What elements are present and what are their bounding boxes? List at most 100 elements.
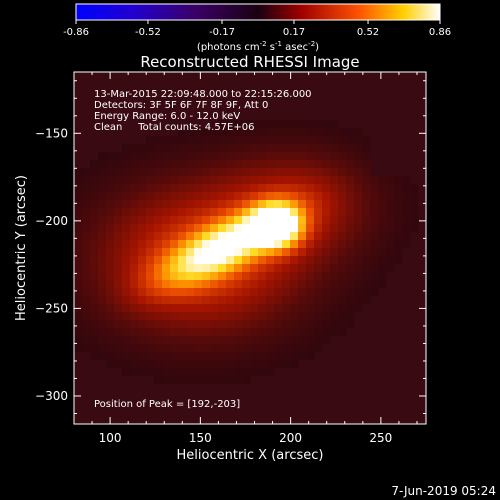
heatmap-cell: [146, 296, 155, 305]
heatmap-cell: [98, 336, 107, 345]
heatmap-cell: [154, 288, 163, 297]
heatmap-cell: [282, 160, 291, 169]
heatmap-cell: [298, 240, 307, 249]
heatmap-cell: [210, 280, 219, 289]
heatmap-cell: [218, 136, 227, 145]
heatmap-cell: [122, 320, 131, 329]
heatmap-cell: [146, 352, 155, 361]
heatmap-cell: [274, 344, 283, 353]
heatmap-cell: [106, 160, 115, 169]
heatmap-cell: [98, 288, 107, 297]
heatmap-cell: [106, 328, 115, 337]
heatmap-cell: [362, 168, 371, 177]
heatmap-cell: [322, 136, 331, 145]
heatmap-cell: [330, 176, 339, 185]
heatmap-cell: [346, 168, 355, 177]
heatmap-cell: [274, 176, 283, 185]
heatmap-cell: [306, 168, 315, 177]
heatmap-cell: [378, 248, 387, 257]
heatmap-cell: [290, 168, 299, 177]
heatmap-cell: [218, 376, 227, 385]
heatmap-cell: [250, 272, 259, 281]
heatmap-cell: [98, 152, 107, 161]
heatmap-cell: [226, 208, 235, 217]
heatmap-cell: [210, 256, 219, 265]
heatmap-cell: [298, 264, 307, 273]
heatmap-cell: [186, 232, 195, 241]
heatmap-cell: [370, 256, 379, 265]
heatmap-cell: [378, 208, 387, 217]
heatmap-cell: [130, 368, 139, 377]
heatmap-cell: [242, 200, 251, 209]
heatmap-cell: [106, 216, 115, 225]
heatmap-cell: [266, 192, 275, 201]
heatmap-cell: [122, 152, 131, 161]
heatmap-cell: [242, 240, 251, 249]
heatmap-cell: [194, 344, 203, 353]
heatmap-cell: [314, 304, 323, 313]
colorbar: -0.86 -0.52 -0.17 0.17 0.52 0.86 (photons cm-…: [63, 3, 451, 53]
heatmap-cell: [90, 160, 99, 169]
heatmap-cell: [218, 336, 227, 345]
heatmap-cell: [266, 152, 275, 161]
heatmap-cell: [74, 248, 83, 257]
heatmap-cell: [146, 360, 155, 369]
heatmap-cell: [210, 304, 219, 313]
heatmap-cell: [290, 200, 299, 209]
heatmap-cell: [290, 304, 299, 313]
heatmap-cell: [210, 288, 219, 297]
heatmap-cell: [122, 248, 131, 257]
heatmap-cell: [82, 216, 91, 225]
heatmap-cell: [162, 248, 171, 257]
heatmap-cell: [218, 320, 227, 329]
heatmap-cell: [386, 256, 395, 265]
heatmap-cell: [154, 144, 163, 153]
heatmap-cell: [330, 184, 339, 193]
heatmap-cell: [90, 328, 99, 337]
heatmap-cell: [354, 200, 363, 209]
heatmap-cell: [138, 168, 147, 177]
heatmap-cell: [210, 296, 219, 305]
heatmap-cell: [122, 144, 131, 153]
heatmap-cell: [274, 312, 283, 321]
heatmap-cell: [338, 264, 347, 273]
heatmap-cell: [250, 328, 259, 337]
heatmap-cell: [226, 240, 235, 249]
heatmap-cell: [290, 360, 299, 369]
heatmap-cell: [274, 280, 283, 289]
heatmap-cell: [354, 240, 363, 249]
heatmap-cell: [322, 320, 331, 329]
heatmap-cell: [146, 240, 155, 249]
heatmap-cell: [314, 168, 323, 177]
heatmap-cell: [122, 216, 131, 225]
heatmap-cell: [82, 328, 91, 337]
heatmap-cell: [306, 312, 315, 321]
heatmap-cell: [322, 232, 331, 241]
heatmap-cell: [274, 336, 283, 345]
heatmap-cell: [210, 320, 219, 329]
heatmap-cell: [354, 128, 363, 137]
heatmap-cell: [74, 320, 83, 329]
heatmap-cell: [74, 256, 83, 265]
heatmap-cell: [210, 272, 219, 281]
heatmap-cell: [210, 184, 219, 193]
heatmap-cell: [402, 184, 411, 193]
heatmap-cell: [122, 224, 131, 233]
heatmap-cell: [362, 144, 371, 153]
heatmap-cell: [298, 128, 307, 137]
heatmap-cell: [258, 144, 267, 153]
heatmap-cell: [234, 352, 243, 361]
heatmap-cell: [330, 280, 339, 289]
heatmap-cell: [274, 128, 283, 137]
heatmap-cell: [306, 192, 315, 201]
heatmap-cell: [306, 176, 315, 185]
heatmap-cell: [154, 216, 163, 225]
heatmap-cell: [178, 352, 187, 361]
heatmap-cell: [130, 160, 139, 169]
heatmap-cell: [154, 280, 163, 289]
heatmap-cell: [322, 256, 331, 265]
heatmap-cell: [250, 288, 259, 297]
heatmap-cell: [162, 144, 171, 153]
heatmap-cell: [322, 144, 331, 153]
heatmap-cell: [202, 208, 211, 217]
